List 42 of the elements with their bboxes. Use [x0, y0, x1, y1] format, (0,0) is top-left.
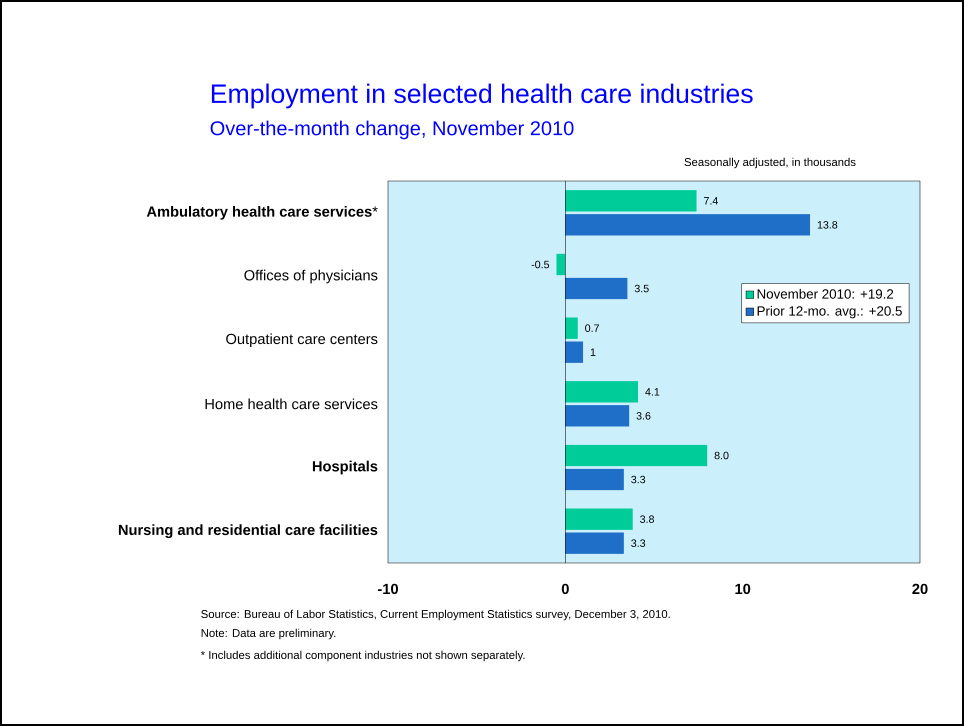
x-tick-label: 10: [735, 584, 750, 594]
text: Seasonally adjusted, in thousands: [684, 158, 856, 168]
data-label: 13.8: [818, 221, 838, 229]
data-label: 3.8: [640, 515, 654, 523]
data-label: 3.6: [636, 412, 650, 420]
data-label: 8.0: [714, 452, 729, 460]
source-note: Source: Bureau of Labor Statistics, Current Employment Statistics survey, December 3, 2010.: [201, 610, 670, 620]
bar: [565, 405, 630, 427]
bar: [565, 381, 638, 403]
data-label: 0.7: [585, 324, 599, 332]
bar: [565, 342, 584, 363]
y-tick-label: Nursing and residential care facilities: [118, 524, 378, 538]
bar: [565, 318, 578, 339]
data-label: 3.5: [634, 284, 649, 292]
data-label: 7.4: [704, 197, 718, 205]
data-label: 3.3: [631, 476, 646, 484]
bar: [565, 214, 810, 236]
bar: [565, 444, 708, 466]
x-tick-label: -10: [378, 584, 398, 594]
bar: [556, 254, 566, 276]
legend-label: Prior 12-mo. avg.: +20.5: [758, 306, 902, 318]
text: Note: Data are preliminary.: [202, 628, 336, 640]
legend-label: November 2010: +19.2: [758, 288, 894, 299]
x-tick-label: 20: [912, 584, 928, 594]
y-tick-label: Offices of physicians: [244, 270, 378, 284]
y-tick-label: Hospitals: [312, 460, 378, 474]
text: * Includes additional component industries not shown separately.: [200, 650, 524, 662]
y-tick-label: Home health care services: [206, 398, 378, 410]
y-tick-label: Ambulatory health care services*: [146, 206, 378, 220]
x-tick-label: 0: [562, 584, 569, 594]
chart-title: Employment in selected health care industries: [212, 84, 753, 108]
bar: [565, 278, 628, 300]
chart-subtitle: Over-the-month change, November 2010: [210, 120, 574, 140]
data-label: 4.1: [645, 388, 660, 396]
data-label: -0.5: [532, 260, 550, 268]
bar: [565, 468, 624, 490]
bar: [565, 508, 633, 530]
bar: [565, 190, 697, 212]
data-label: 3.3: [631, 539, 646, 547]
bar: [565, 532, 624, 554]
y-tick-label: Outpatient care centers: [226, 333, 378, 347]
data-label: 1: [590, 348, 596, 356]
